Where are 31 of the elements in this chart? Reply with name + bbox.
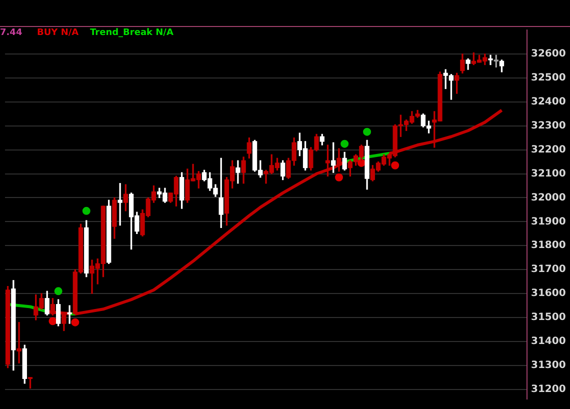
point: [334, 173, 343, 182]
y-tick-label: 31800: [531, 240, 566, 252]
y-tick-label: 32600: [531, 48, 566, 60]
y-tick-label: 32300: [531, 120, 566, 132]
point: [71, 318, 80, 326]
y-tick-label: 32200: [531, 144, 566, 156]
y-tick-label: 32000: [531, 192, 566, 204]
point: [54, 287, 62, 296]
annotation: BUY N/A: [37, 28, 79, 38]
candlestick: [16, 322, 22, 364]
candlestick: [118, 183, 122, 226]
y-tick-label: 32100: [531, 168, 566, 180]
candlestick: [67, 305, 72, 324]
y-tick-label: 31900: [531, 216, 566, 228]
candlestick: [236, 160, 240, 184]
y-tick-label: 31300: [531, 360, 566, 372]
point: [82, 206, 90, 215]
y-tick-label: 32500: [531, 72, 566, 84]
y-tick-label: 31400: [531, 336, 566, 348]
y-tick-label: 31600: [531, 288, 566, 300]
point: [391, 161, 400, 170]
y-tick-label: 31200: [531, 384, 566, 396]
y-tick-label: 31500: [531, 312, 566, 324]
annotation: Trend_Break N/A: [90, 28, 174, 38]
y-tick-label: 31700: [531, 264, 566, 276]
point: [363, 128, 372, 136]
y-tick-label: 32400: [531, 96, 566, 108]
point: [48, 317, 57, 326]
candlestick: [488, 54, 493, 66]
point: [340, 140, 349, 148]
annotation: 7.44: [0, 28, 22, 38]
